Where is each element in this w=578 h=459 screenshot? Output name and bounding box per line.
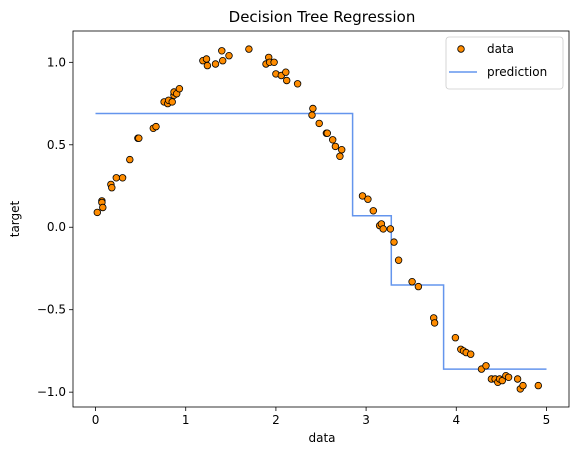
data-point: [135, 134, 143, 142]
data-point: [369, 207, 377, 215]
data-point: [282, 68, 290, 76]
data-point: [323, 129, 331, 137]
plot-layer: [93, 45, 547, 393]
data-point: [394, 256, 403, 264]
data-point: [245, 45, 253, 53]
y-tick-label: 0.5: [47, 138, 66, 152]
data-point: [112, 174, 120, 182]
data-point: [408, 278, 416, 286]
y-tick-label: −1.0: [37, 385, 66, 399]
x-tick-label: 4: [452, 413, 460, 427]
data-point: [225, 52, 233, 60]
data-point: [534, 381, 542, 390]
data-point: [218, 47, 226, 55]
data-point: [211, 60, 220, 68]
prediction-line: [95, 112, 547, 370]
data-point: [293, 80, 302, 88]
data-point: [482, 362, 490, 370]
data-point: [315, 119, 323, 128]
data-point: [467, 350, 475, 358]
data-point: [218, 57, 227, 65]
data-point: [379, 225, 387, 233]
chart-title: Decision Tree Regression: [229, 8, 416, 26]
data-point: [168, 98, 176, 106]
y-tick-label: 0.0: [47, 220, 66, 234]
legend-prediction-label: prediction: [487, 65, 547, 79]
data-point: [152, 122, 160, 131]
data-point: [175, 84, 184, 93]
data-point: [498, 376, 506, 385]
legend-box: [445, 36, 564, 90]
data-point: [202, 55, 211, 63]
y-tick-label: −0.5: [37, 303, 66, 317]
data-point: [386, 225, 395, 233]
data-point: [504, 373, 513, 381]
x-tick-label: 5: [543, 413, 551, 427]
axis-layer: 0 1 2 3 4 5 −1.0 −0.5 0.0 0.5 1.0: [37, 30, 570, 427]
x-tick-label: 0: [92, 413, 100, 427]
data-point: [451, 334, 460, 342]
data-point: [99, 203, 107, 212]
data-point: [118, 174, 127, 182]
legend-data-label: data: [487, 42, 514, 56]
plot-frame: [72, 30, 570, 408]
data-point: [203, 61, 212, 70]
data-point: [414, 282, 423, 291]
x-tick-label: 2: [272, 413, 280, 427]
data-point: [283, 76, 291, 85]
y-axis-label: target: [8, 200, 22, 237]
data-point: [331, 142, 340, 151]
data-point: [93, 208, 101, 217]
data-point: [308, 111, 316, 119]
data-point: [270, 58, 278, 66]
legend-data-marker: [457, 45, 465, 53]
data-point: [364, 195, 372, 203]
y-tick-label: 1.0: [47, 55, 66, 69]
data-point: [336, 152, 344, 160]
x-axis-label: data: [308, 431, 335, 445]
data-point: [390, 238, 398, 246]
data-point: [126, 155, 134, 164]
data-point: [430, 319, 439, 327]
data-point: [309, 104, 317, 113]
data-point: [513, 375, 522, 383]
data-point: [358, 192, 367, 200]
x-tick-label: 1: [182, 413, 190, 427]
data-point: [108, 183, 116, 192]
data-point: [519, 381, 527, 390]
x-tick-label: 3: [362, 413, 370, 427]
data-point: [329, 136, 337, 144]
data-point: [338, 145, 346, 154]
legend: data prediction: [445, 36, 564, 90]
